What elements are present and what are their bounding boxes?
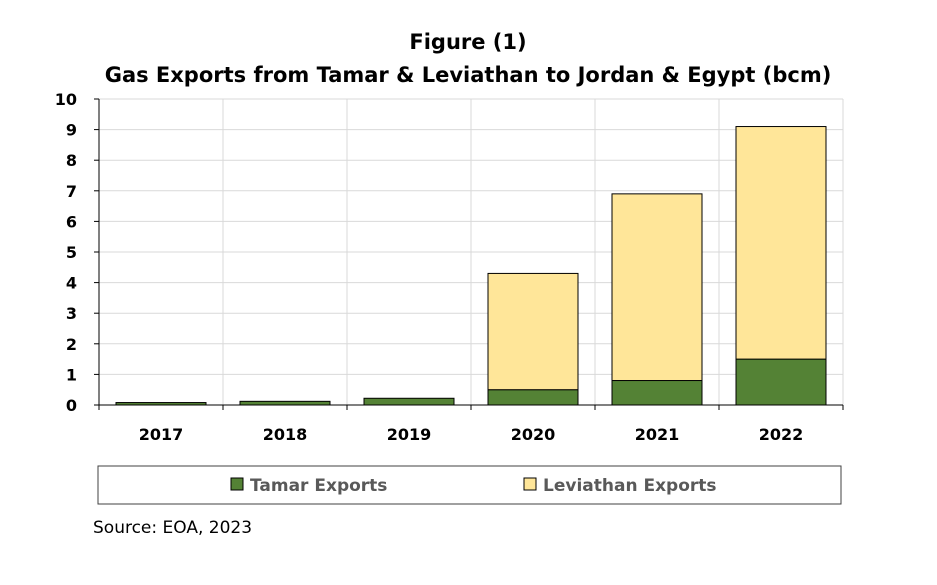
y-tick-label: 9 (66, 121, 77, 140)
bars (115, 126, 827, 406)
chart-title: Figure (1) (409, 30, 526, 54)
x-tick-label: 2021 (635, 425, 680, 444)
x-tick-label: 2019 (387, 425, 432, 444)
bar-leviathan-2021 (611, 193, 703, 382)
y-tick-label: 7 (66, 182, 77, 201)
y-tick-label: 6 (66, 212, 77, 231)
bar-tamar-2022 (735, 358, 827, 406)
legend-label-leviathan: Leviathan Exports (543, 476, 717, 496)
bar-tamar-2021 (611, 380, 703, 406)
x-tick-label: 2020 (511, 425, 556, 444)
gridlines (99, 98, 844, 405)
y-tick-label: 10 (55, 90, 77, 109)
x-tick-label: 2017 (139, 425, 184, 444)
legend-swatch-leviathan (523, 477, 537, 491)
x-tick-label: 2018 (263, 425, 308, 444)
y-tick-label: 3 (66, 304, 77, 323)
bar-tamar-2019 (363, 397, 455, 406)
axes (94, 98, 844, 410)
legend: Tamar Exports Leviathan Exports (97, 465, 842, 505)
bar-tamar-2018 (239, 400, 331, 406)
x-tick-labels: 2017 2018 2019 2020 2021 2022 (139, 425, 804, 444)
bar-leviathan-2020 (487, 272, 579, 391)
legend-swatch-tamar (230, 477, 244, 491)
legend-box (97, 465, 842, 505)
y-tick-label: 2 (66, 335, 77, 354)
y-tick-label: 8 (66, 151, 77, 170)
chart-subtitle: Gas Exports from Tamar & Leviathan to Jo… (105, 63, 832, 87)
y-tick-label: 0 (66, 396, 77, 415)
legend-label-tamar: Tamar Exports (250, 476, 387, 496)
y-tick-label: 4 (66, 274, 77, 293)
y-tick-labels: 0 1 2 3 4 5 6 7 8 9 10 (55, 90, 77, 415)
y-tick-label: 1 (66, 365, 77, 384)
x-tick-label: 2022 (759, 425, 804, 444)
y-tick-label: 5 (66, 243, 77, 262)
source-note: Source: EOA, 2023 (93, 518, 252, 538)
bar-leviathan-2022 (735, 126, 827, 360)
bar-tamar-2020 (487, 389, 579, 406)
